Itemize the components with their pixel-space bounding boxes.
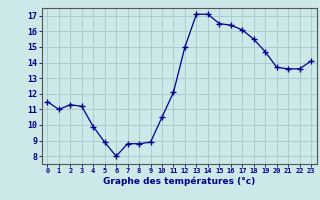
X-axis label: Graphe des températures (°c): Graphe des températures (°c) bbox=[103, 177, 255, 186]
